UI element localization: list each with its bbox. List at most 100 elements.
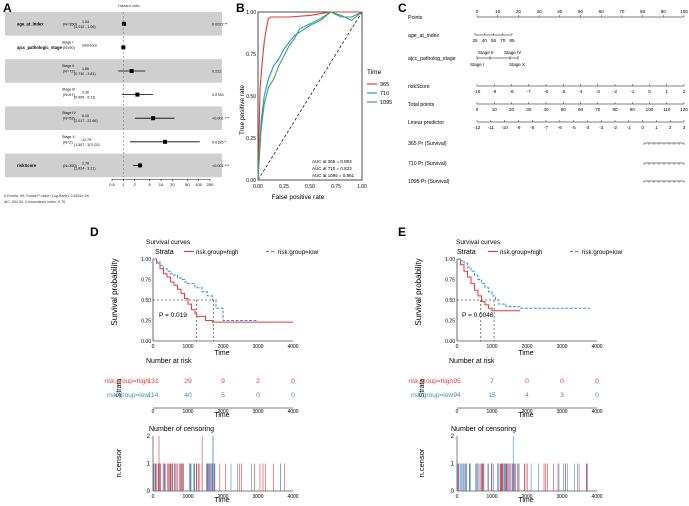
nomogram-tick-label: -2 <box>613 89 618 94</box>
forest-row-n: (N=53) <box>63 117 75 121</box>
risk-table-cell: 40 <box>184 392 192 399</box>
survival-xlabel-e: Time <box>518 350 533 357</box>
risk-table-x-tick-label: 3000 <box>252 409 263 415</box>
forest-point <box>129 69 134 73</box>
survival-x-tick-label: 2000 <box>521 344 532 350</box>
nomogram-tick-label: 0 <box>476 107 479 112</box>
forest-tick-label: 1 <box>122 182 125 187</box>
survival-y-tick-label: 0.75 <box>445 278 455 284</box>
roc-x-tick-label: 0.00 <box>253 184 263 190</box>
censor-y-tick-label: 1 <box>451 462 455 468</box>
nomogram-tick-label: -6 <box>544 89 549 94</box>
risk-table-cell: 29 <box>184 378 192 385</box>
nomogram-tick-label: 10 <box>492 107 498 112</box>
strata-legend-title-d: Strata <box>155 249 174 256</box>
forest-plot: Hazard ratio # Events: 69; Global P-valu… <box>4 3 230 204</box>
survival-curve-risk.group=low <box>457 258 590 309</box>
roc-auc-1095: AUC at 1095 = 0.861 <box>312 173 355 178</box>
nomogram-tick-label: -6 <box>558 125 563 130</box>
risk-table-cell: 131 <box>147 378 159 385</box>
forest-row-hr: 2.78 <box>82 161 89 165</box>
nomogram-tick-label: 50 <box>578 9 584 14</box>
nomogram-tick-label: 0 <box>476 9 479 14</box>
nomogram-tick-label: -9 <box>492 89 497 94</box>
forest-tick-label: 5 <box>149 182 152 187</box>
nomogram-tick-label: -7 <box>544 125 549 130</box>
nomogram-tick-label: 70 <box>595 107 601 112</box>
nomogram-tick-label: 55 <box>491 38 497 43</box>
nomogram-tick-label: -11 <box>488 125 495 130</box>
risk-table-cell: 0 <box>291 378 295 385</box>
censor-xlabel-d: Time <box>214 497 229 504</box>
censor-y-tick-label: 2 <box>451 434 455 440</box>
roc-auc-710: AUC at 710 = 0.823 <box>312 166 352 171</box>
survival-pvalue-e: P = 0.0046 <box>462 312 494 319</box>
nomogram-row-label: 1095 Pr (Survival) <box>408 179 450 185</box>
survival-ylabel-d: Survival probability <box>110 258 119 325</box>
risk-table-x-tick-label: 3000 <box>556 409 567 415</box>
censor-x-tick-label: 3000 <box>252 494 263 500</box>
survival-x-tick-label: 4000 <box>591 344 602 350</box>
survival-x-tick-label: 3000 <box>556 344 567 350</box>
survival-title-d: Survival curves <box>146 239 191 246</box>
nomogram-row-label: Linear predictor <box>408 120 444 126</box>
forest-point <box>121 21 126 26</box>
forest-row-hr: reference <box>82 43 97 47</box>
survival-panel-e: Survival curves Strata Survival probabil… <box>408 239 622 504</box>
roc-ylabel: True positive rate <box>239 85 246 135</box>
roc-y-tick-label: 0.00 <box>246 178 256 184</box>
nomogram-row-label: ajcc_patholog_stage <box>408 56 456 62</box>
risk-table-title-d: Number at risk <box>146 358 192 365</box>
forest-row-hr: 1.66 <box>82 67 89 71</box>
survival-panel-d: Survival curves Strata Survival probabil… <box>104 239 318 504</box>
nomogram-tick-label: Stage I <box>470 62 484 67</box>
survival-y-tick-label: 1.00 <box>141 257 151 263</box>
forest-row-n: (N=67) <box>63 93 75 97</box>
nomogram-tick-label: Stage X <box>509 62 525 67</box>
nomogram-tick-label: 0 <box>648 89 651 94</box>
nomogram-tick-label: 110 <box>663 107 671 112</box>
nomogram-tick-label: -4 <box>578 89 583 94</box>
forest-point <box>163 139 168 144</box>
roc-x-tick-label: 0.75 <box>331 184 341 190</box>
forest-row-ci: (1.824 - 3.21) <box>74 166 96 170</box>
survival-x-tick-label: 2000 <box>217 344 228 350</box>
nomogram-tick-label: 10 <box>495 9 501 14</box>
nomogram-tick-label: 80 <box>640 9 646 14</box>
risk-table-x-tick-label: 0 <box>456 409 459 415</box>
nomogram-tick-label: 40 <box>543 107 549 112</box>
forest-row-n: (N=2) <box>63 140 73 144</box>
forest-row-p: <0.001 *** <box>212 117 230 121</box>
risk-table-x-tick-label: 4000 <box>287 409 298 415</box>
risk-table-row-label: risk.group=low <box>411 392 453 399</box>
forest-row-hr: 6.16 <box>82 114 89 118</box>
forest-row-p: 0.0185 * <box>212 140 227 144</box>
nomogram-tick-label: 40 <box>482 38 488 43</box>
censor-y-tick-label: 1 <box>147 462 151 468</box>
forest-row-n: (N=350) <box>63 164 78 168</box>
nomogram-tick-label: 85 <box>509 38 515 43</box>
forest-row-name: riskScore <box>17 163 37 168</box>
risk-table-x-tick-label: 1000 <box>486 409 497 415</box>
nomogram-tick-label: -1 <box>630 89 635 94</box>
forest-row-ci: (1.012 - 1.06) <box>74 25 96 29</box>
roc-x-tick-label: 0.50 <box>305 184 315 190</box>
nomogram-tick-label: -8 <box>509 89 514 94</box>
roc-legend-label-710: 710 <box>380 91 389 97</box>
roc-legend-label-1095: 1095 <box>380 100 392 106</box>
risk-table-xlabel-d: Time <box>214 412 229 419</box>
panel-label-c: C <box>398 1 407 15</box>
nomogram-tick-label: -2 <box>613 125 618 130</box>
nomogram-tick-label: 25 <box>472 38 478 43</box>
risk-table-x-tick-label: 0 <box>152 409 155 415</box>
censor-x-tick-label: 3000 <box>556 494 567 500</box>
forest-row-p: 0.222 <box>212 70 222 74</box>
nomogram-tick-label: -4 <box>585 125 590 130</box>
nomogram-tick-label: 120 <box>680 107 688 112</box>
panel-label-a: A <box>3 1 12 15</box>
forest-point <box>151 116 156 121</box>
nomogram-row-label: Points <box>408 15 423 21</box>
risk-table-ylabel-e: Strata <box>419 379 426 398</box>
survival-curve-risk.group=high <box>153 258 293 323</box>
forest-point <box>135 92 140 97</box>
